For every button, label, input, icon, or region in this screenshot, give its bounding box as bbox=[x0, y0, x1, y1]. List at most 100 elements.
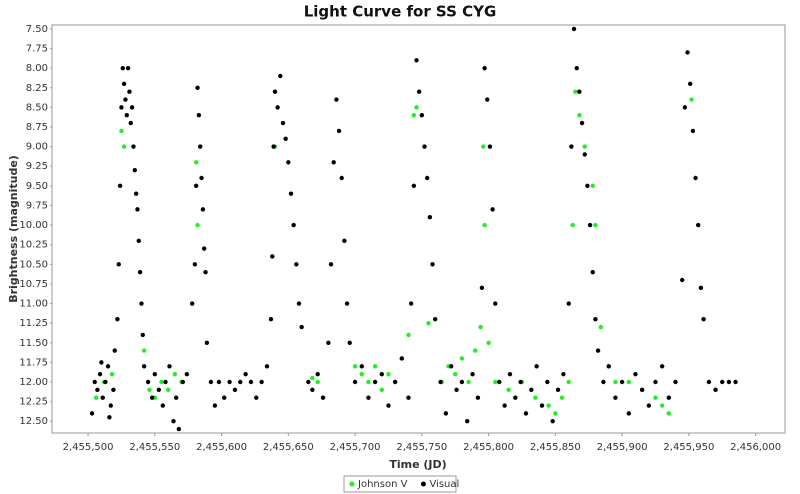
data-point bbox=[507, 371, 513, 377]
data-point bbox=[127, 89, 132, 94]
data-point bbox=[310, 375, 315, 381]
data-point bbox=[100, 395, 105, 400]
y-tick-label: 8.75 bbox=[26, 122, 48, 133]
data-point bbox=[99, 360, 104, 365]
data-point bbox=[120, 65, 125, 71]
data-point bbox=[679, 277, 685, 283]
data-point bbox=[459, 356, 465, 361]
data-point bbox=[135, 207, 140, 212]
x-tick-label: 2,455,800 bbox=[463, 442, 514, 453]
data-point bbox=[606, 364, 611, 369]
legend-marker bbox=[420, 481, 426, 487]
data-point bbox=[124, 113, 129, 118]
data-point bbox=[569, 144, 574, 149]
data-point bbox=[587, 222, 593, 228]
data-point bbox=[534, 364, 539, 369]
data-point bbox=[590, 183, 595, 189]
data-point bbox=[518, 379, 523, 385]
data-point bbox=[92, 379, 97, 385]
data-point bbox=[121, 81, 127, 87]
data-point bbox=[136, 238, 141, 243]
y-tick-label: 9.50 bbox=[26, 181, 48, 192]
data-point bbox=[579, 120, 585, 126]
data-point bbox=[561, 371, 566, 377]
data-point bbox=[259, 379, 264, 385]
data-point bbox=[666, 395, 672, 400]
data-point bbox=[523, 411, 529, 416]
data-point bbox=[706, 379, 712, 385]
data-point bbox=[208, 379, 214, 385]
data-point bbox=[690, 128, 696, 134]
data-point bbox=[438, 379, 443, 385]
data-point bbox=[140, 332, 145, 338]
data-point bbox=[653, 395, 658, 400]
data-point bbox=[203, 269, 208, 275]
data-point bbox=[93, 395, 99, 400]
data-point bbox=[105, 364, 111, 369]
data-point bbox=[286, 160, 291, 165]
data-point bbox=[570, 222, 575, 228]
data-point bbox=[227, 379, 232, 385]
data-point bbox=[254, 395, 259, 400]
data-point bbox=[264, 364, 270, 369]
data-point bbox=[95, 387, 100, 393]
data-point bbox=[726, 379, 732, 385]
data-point bbox=[156, 387, 162, 393]
data-point bbox=[470, 371, 475, 377]
data-point bbox=[320, 395, 326, 400]
data-point bbox=[593, 222, 598, 228]
data-point bbox=[107, 415, 112, 420]
x-axis-title: Time (JD) bbox=[389, 458, 446, 471]
y-tick-label: 11.25 bbox=[19, 318, 48, 329]
data-point bbox=[539, 403, 545, 408]
data-point bbox=[248, 379, 254, 385]
data-point bbox=[582, 152, 587, 157]
y-tick-label: 11.50 bbox=[19, 338, 48, 349]
data-point bbox=[733, 379, 738, 385]
data-point bbox=[696, 222, 701, 228]
data-point bbox=[145, 379, 151, 385]
data-point bbox=[422, 144, 427, 149]
data-point bbox=[577, 89, 582, 94]
data-point bbox=[386, 403, 391, 408]
x-tick-label: 2,455,650 bbox=[263, 442, 314, 453]
data-point bbox=[200, 207, 206, 212]
data-point bbox=[339, 175, 344, 181]
y-tick-label: 9.75 bbox=[26, 200, 48, 211]
data-point bbox=[633, 371, 638, 377]
data-point bbox=[427, 215, 433, 220]
data-point bbox=[163, 379, 168, 385]
data-point bbox=[352, 379, 358, 385]
data-point bbox=[559, 395, 565, 400]
data-point bbox=[593, 317, 598, 322]
data-point bbox=[195, 85, 200, 90]
data-point bbox=[386, 371, 391, 377]
x-tick-label: 2,455,500 bbox=[63, 442, 114, 453]
data-point bbox=[278, 73, 283, 79]
data-point bbox=[173, 395, 179, 400]
data-point bbox=[306, 379, 311, 385]
y-tick-label: 8.50 bbox=[26, 102, 48, 113]
data-point bbox=[125, 65, 131, 71]
data-point bbox=[698, 285, 704, 291]
y-tick-label: 10.75 bbox=[19, 279, 48, 290]
data-point bbox=[372, 364, 378, 369]
data-point bbox=[406, 395, 411, 400]
data-point bbox=[129, 105, 135, 110]
data-point bbox=[202, 246, 207, 251]
x-tick-label: 2,455,750 bbox=[396, 442, 447, 453]
data-point bbox=[315, 379, 320, 385]
data-point bbox=[128, 120, 133, 126]
y-tick-label: 8.25 bbox=[26, 83, 48, 94]
data-point bbox=[115, 317, 120, 322]
y-tick-label: 10.50 bbox=[19, 259, 48, 270]
data-point bbox=[411, 183, 417, 189]
data-point bbox=[131, 144, 136, 149]
data-point bbox=[119, 128, 124, 134]
data-point bbox=[566, 301, 571, 306]
legend-marker bbox=[349, 481, 355, 487]
data-point bbox=[497, 379, 502, 385]
data-point bbox=[108, 403, 113, 408]
data-point bbox=[486, 340, 491, 345]
